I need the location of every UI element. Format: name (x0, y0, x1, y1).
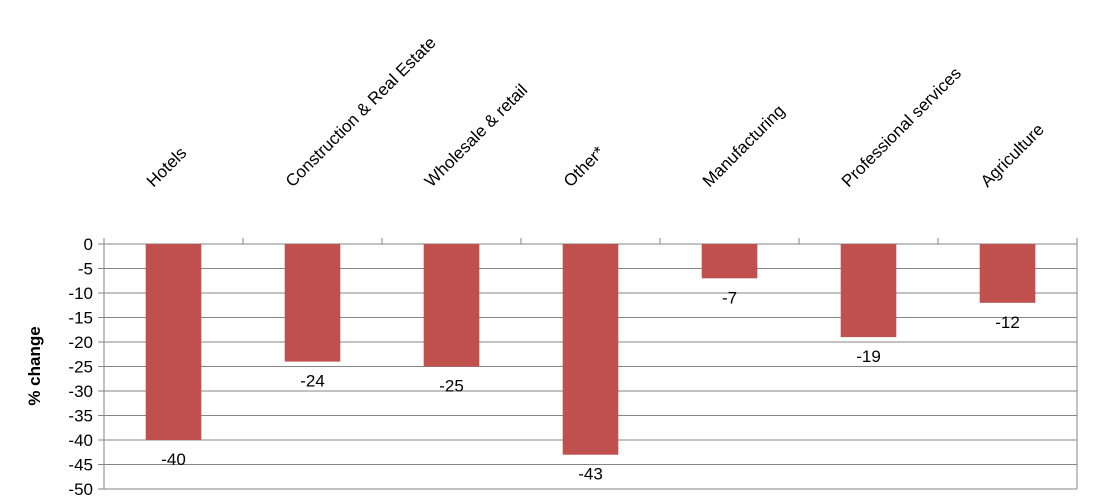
y-tick-label: -15 (68, 309, 93, 328)
y-axis-title: % change (25, 326, 44, 405)
bar (840, 244, 897, 338)
bar (701, 244, 758, 279)
data-label: -12 (995, 313, 1020, 332)
y-tick-label: -50 (68, 480, 93, 499)
y-tick-label: -5 (78, 260, 93, 279)
data-label: -7 (722, 288, 737, 307)
category-label: Manufacturing (699, 101, 789, 191)
category-label: Professional services (838, 64, 965, 191)
bar (562, 244, 619, 455)
bars (145, 244, 1036, 455)
category-label: Wholesale & retail (421, 81, 531, 191)
y-tick-label: 0 (84, 235, 93, 254)
data-label: -43 (578, 465, 603, 484)
category-labels: Hotels Construction & Real EstateWholesal… (143, 33, 1048, 191)
bar (145, 244, 202, 440)
y-tick-label: -10 (68, 284, 93, 303)
data-label: -19 (856, 347, 881, 366)
y-tick-label: -30 (68, 382, 93, 401)
bar (423, 244, 480, 367)
bar (979, 244, 1036, 303)
category-label: Agriculture (977, 120, 1048, 191)
y-tick-label: -20 (68, 333, 93, 352)
bar (284, 244, 341, 362)
y-tick-label: -35 (68, 407, 93, 426)
y-tick-label: -25 (68, 358, 93, 377)
category-label: Other* (560, 142, 608, 190)
category-label: Construction & Real Estate (282, 33, 440, 191)
data-label: -40 (161, 450, 186, 469)
category-label: Hotels (143, 143, 191, 191)
y-tick-label: -45 (68, 456, 93, 475)
y-tick-label: -40 (68, 431, 93, 450)
data-label: -25 (439, 377, 464, 396)
data-label: -24 (300, 372, 325, 391)
data-labels: -40 -24 -25 -43 -7 -19 -12 (161, 288, 1020, 483)
y-axis-ticks: 0 -5 -10 -15 -20 -25 -30 -35 -40 -45 -50 (68, 235, 93, 499)
